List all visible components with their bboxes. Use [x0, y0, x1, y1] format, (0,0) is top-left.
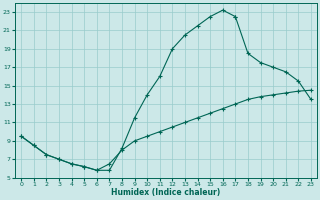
X-axis label: Humidex (Indice chaleur): Humidex (Indice chaleur)	[111, 188, 221, 197]
